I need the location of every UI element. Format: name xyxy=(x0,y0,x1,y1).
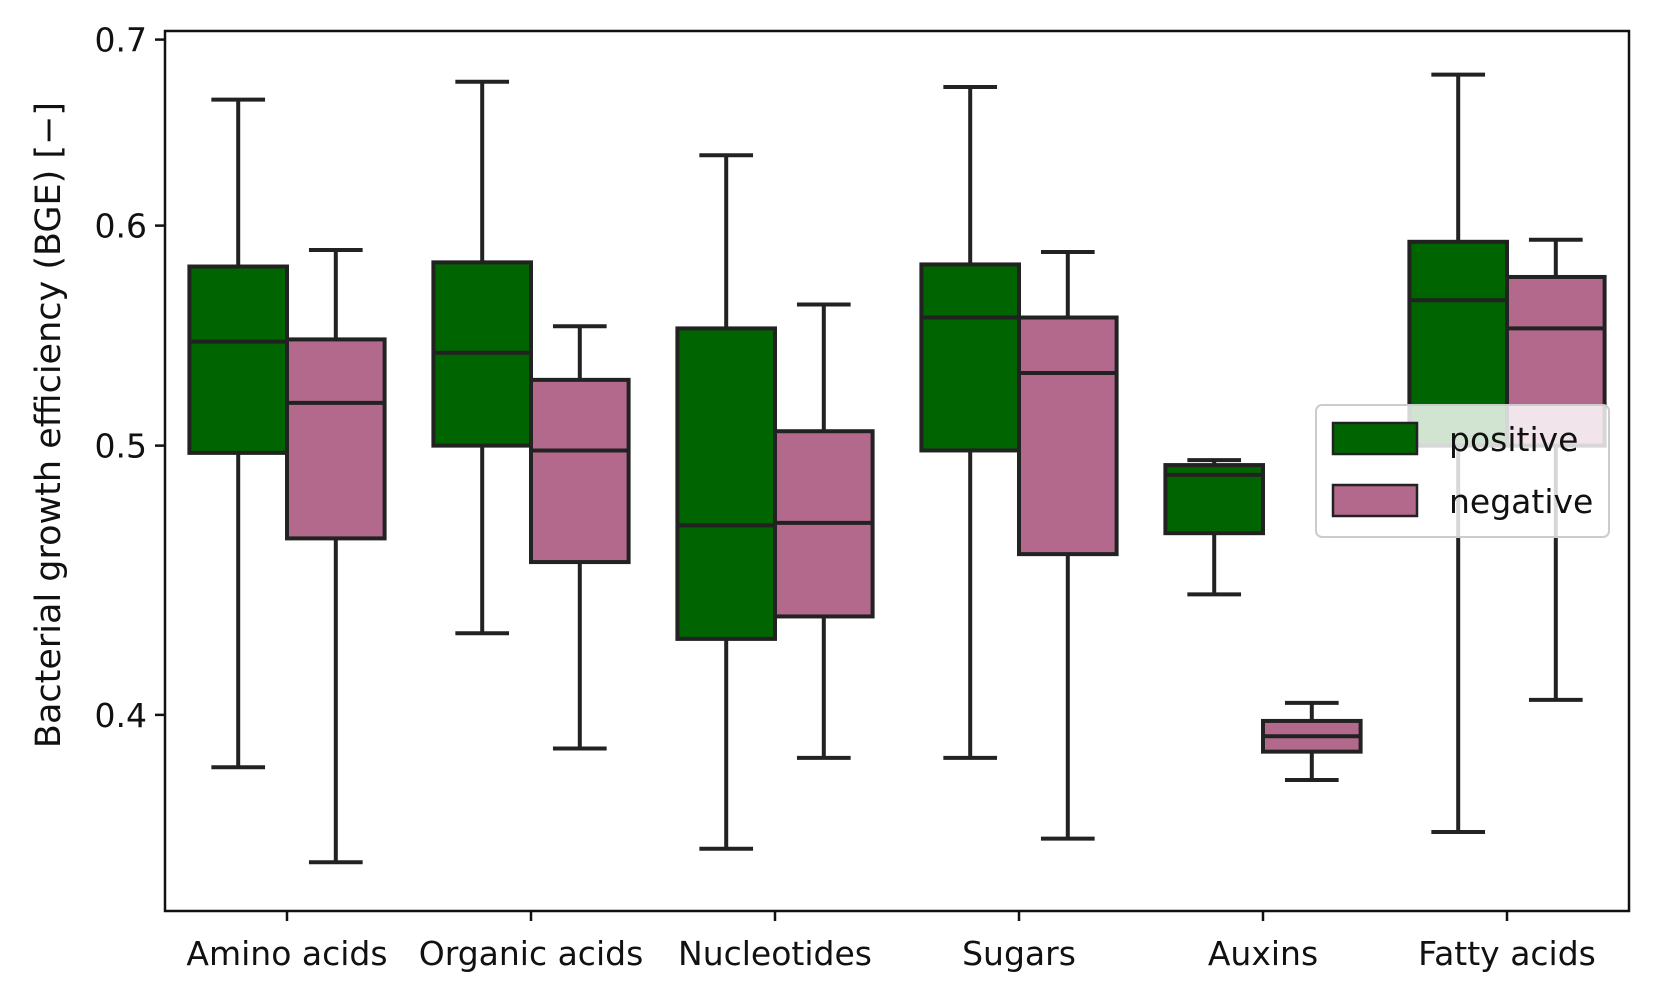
box-iqr xyxy=(285,337,387,541)
box-negative-3 xyxy=(1017,250,1119,841)
y-tick-label: 0.6 xyxy=(95,207,147,246)
legend-swatch-positive xyxy=(1331,421,1419,456)
x-tick-label: Fatty acids xyxy=(1418,934,1596,973)
box-positive-1 xyxy=(431,79,533,636)
box-positive-4 xyxy=(1163,458,1266,597)
y-tick-label: 0.4 xyxy=(95,696,147,735)
y-axis-label: Bacterial growth efficiency (BGE) [−] xyxy=(29,102,69,748)
x-tick-label: Organic acids xyxy=(419,934,644,973)
box-negative-0 xyxy=(285,247,387,865)
box-positive-0 xyxy=(187,97,289,770)
x-tick-label: Auxins xyxy=(1208,934,1318,973)
y-tick-label: 0.5 xyxy=(95,427,147,466)
box-iqr xyxy=(1017,315,1119,557)
x-tick-label: Amino acids xyxy=(186,934,387,973)
box-negative-1 xyxy=(529,324,631,751)
y-tick-label: 0.7 xyxy=(95,21,147,60)
axes-frame xyxy=(163,29,1631,913)
box-iqr xyxy=(919,262,1022,453)
box-negative-2 xyxy=(773,302,875,760)
legend-label-negative: negative xyxy=(1449,482,1593,521)
box-iqr xyxy=(675,326,778,641)
box-iqr xyxy=(529,377,631,565)
x-tick-label: Nucleotides xyxy=(678,934,872,973)
legend: positive negative xyxy=(1315,404,1610,538)
box-negative-4 xyxy=(1261,700,1363,782)
legend-label-positive: positive xyxy=(1449,420,1578,459)
x-axis: Amino acids Organic acids Nucleotides Sugar… xyxy=(186,911,1596,973)
box-positive-3 xyxy=(919,85,1022,760)
y-axis: 0.4 0.5 0.6 0.7 xyxy=(95,21,165,735)
x-tick-label: Sugars xyxy=(962,934,1076,973)
box-positive-2 xyxy=(675,153,778,851)
legend-swatch-negative xyxy=(1331,483,1419,518)
box-iqr xyxy=(187,264,289,455)
